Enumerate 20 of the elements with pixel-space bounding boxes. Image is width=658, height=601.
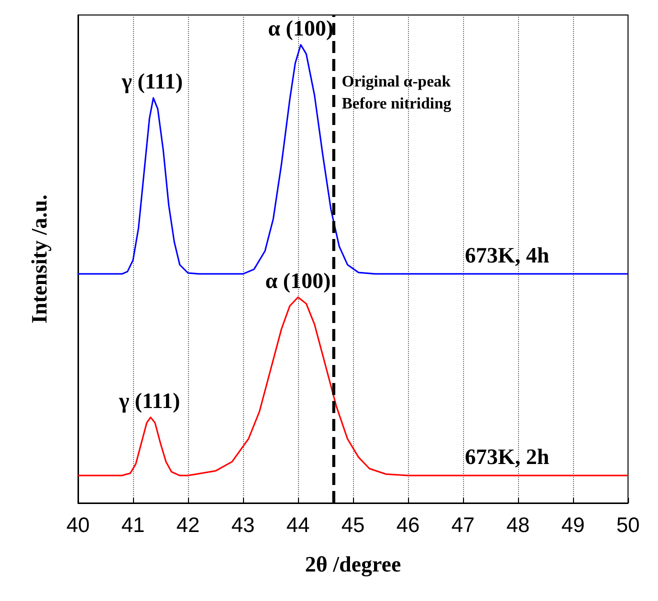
x-tick-label: 42: [176, 514, 200, 537]
x-tick-label: 48: [506, 514, 530, 537]
annotation: γ (111): [120, 68, 183, 94]
annotation: γ (111): [118, 388, 180, 413]
annotation: α (100): [268, 15, 334, 40]
x-tick-label: 46: [396, 514, 420, 537]
series-label: 673K, 2h: [464, 444, 550, 470]
x-tick-label: 50: [616, 514, 640, 537]
x-tick-label: 47: [451, 514, 475, 537]
y-axis-title: Intensity /a.u.: [26, 194, 52, 324]
x-tick-label: 49: [561, 514, 585, 537]
x-tick-label: 41: [121, 514, 145, 537]
x-tick-label: 43: [231, 514, 255, 537]
x-tick-label: 45: [341, 514, 365, 537]
annotation: α (100): [265, 268, 331, 293]
x-tick-label: 40: [66, 514, 90, 537]
series-label: 673K, 4h: [464, 242, 550, 268]
ref-line-label: Original α-peak Before nitriding: [342, 74, 452, 112]
x-tick-label: 44: [286, 514, 310, 537]
x-axis-title: 2θ /degree: [305, 552, 402, 576]
